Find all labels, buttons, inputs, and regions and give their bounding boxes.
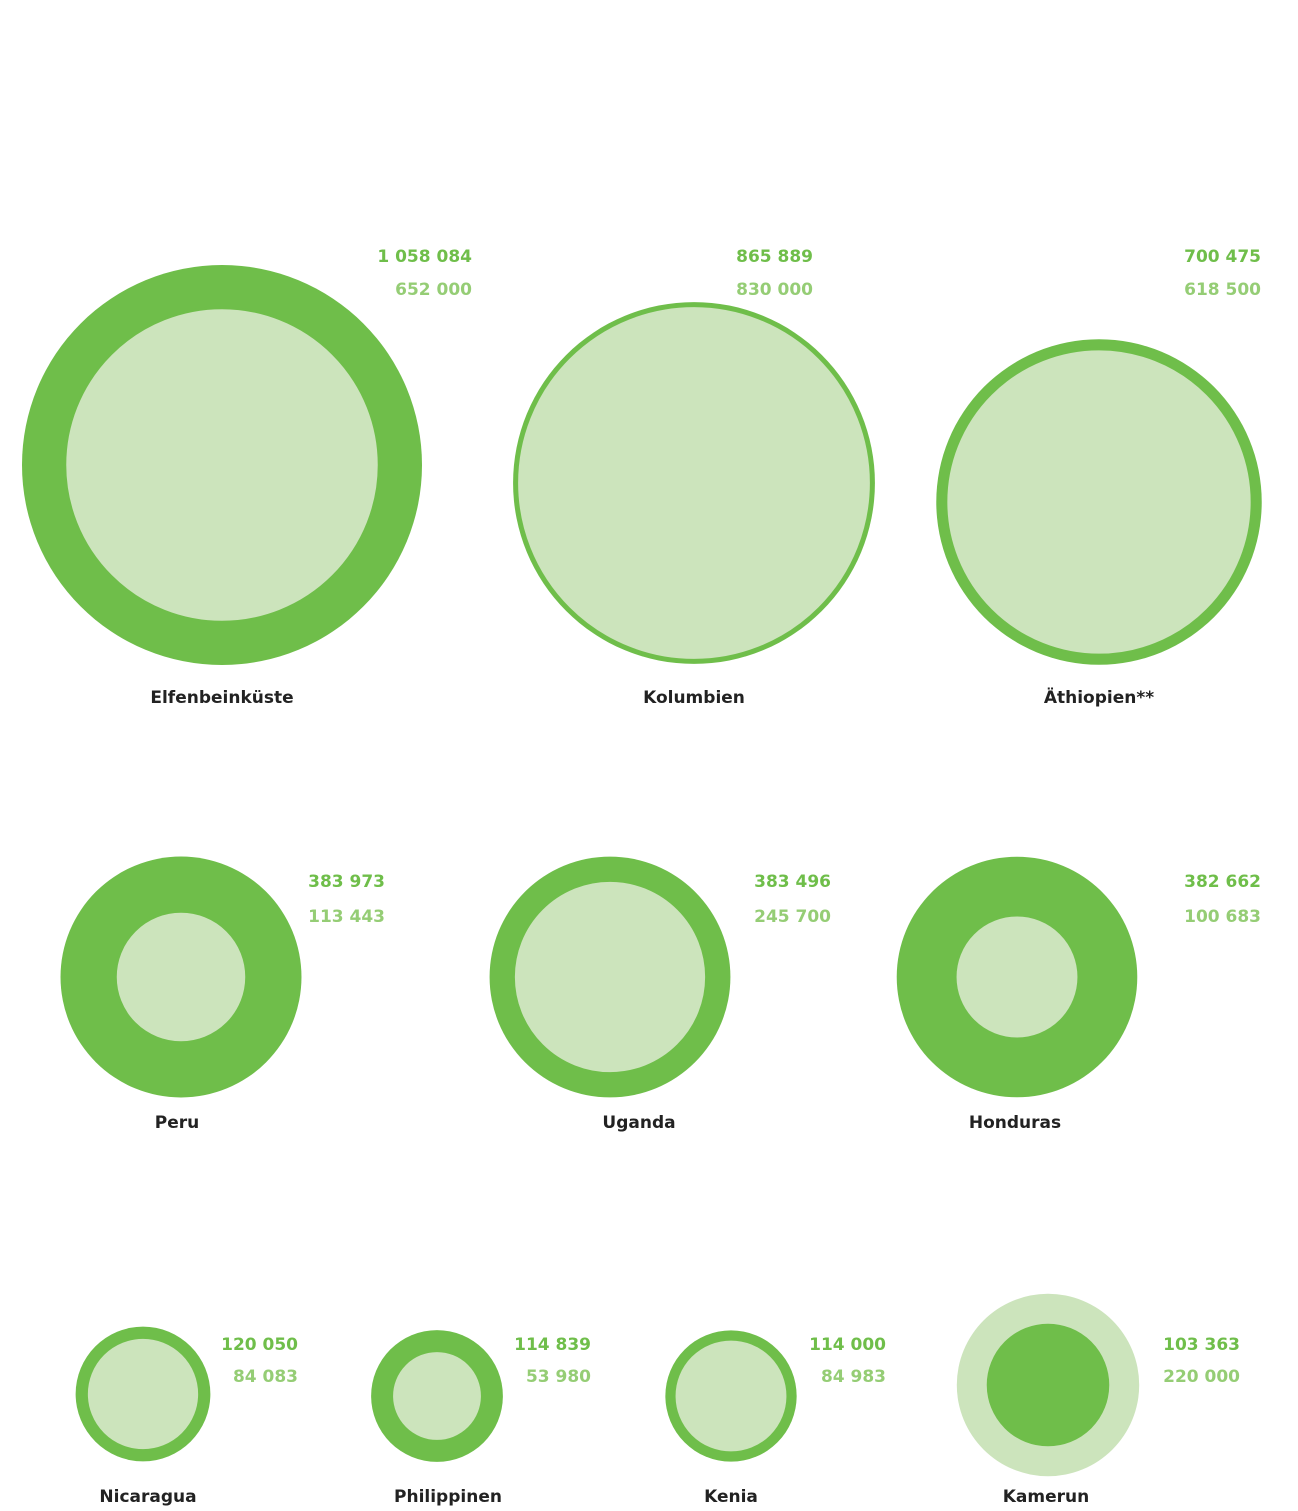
category-label: Kolumbien bbox=[643, 688, 745, 708]
category-label: Elfenbeinküste bbox=[150, 688, 293, 708]
value-label: 382 662 bbox=[1184, 872, 1261, 892]
category-label: Kamerun bbox=[1003, 1487, 1089, 1507]
bubble bbox=[63, 306, 381, 624]
value-label: 100 683 bbox=[1184, 907, 1261, 927]
value-label: 830 000 bbox=[736, 280, 813, 300]
value-label: 383 973 bbox=[308, 872, 385, 892]
bubble bbox=[954, 914, 1080, 1040]
bubble bbox=[984, 1321, 1112, 1449]
category-label: Nicaragua bbox=[99, 1487, 196, 1507]
bubble bbox=[114, 910, 248, 1044]
value-label: 618 500 bbox=[1184, 280, 1261, 300]
bubble bbox=[85, 1336, 201, 1452]
value-label: 103 363 bbox=[1163, 1335, 1240, 1355]
value-label: 84 083 bbox=[233, 1367, 298, 1387]
category-label: Äthiopien** bbox=[1044, 686, 1154, 708]
value-label: 700 475 bbox=[1184, 247, 1261, 267]
value-label: 383 496 bbox=[754, 872, 831, 892]
value-label: 1 058 084 bbox=[377, 247, 472, 267]
value-label: 220 000 bbox=[1163, 1367, 1240, 1387]
value-label: 114 839 bbox=[514, 1335, 591, 1355]
bubble bbox=[390, 1349, 484, 1443]
value-label: 53 980 bbox=[526, 1367, 591, 1387]
bubble bbox=[944, 347, 1254, 657]
value-label: 245 700 bbox=[754, 907, 831, 927]
category-label: Kenia bbox=[704, 1487, 758, 1507]
category-label: Philippinen bbox=[394, 1487, 502, 1507]
category-label: Honduras bbox=[969, 1113, 1061, 1133]
value-label: 114 000 bbox=[809, 1335, 886, 1355]
value-label: 865 889 bbox=[736, 247, 813, 267]
category-label: Uganda bbox=[602, 1113, 675, 1133]
value-label: 113 443 bbox=[308, 907, 385, 927]
bubble bbox=[515, 304, 873, 662]
category-label: Peru bbox=[155, 1113, 199, 1133]
value-label: 652 000 bbox=[395, 280, 472, 300]
bubble bbox=[512, 879, 708, 1075]
value-label: 84 983 bbox=[821, 1367, 886, 1387]
value-label: 120 050 bbox=[221, 1335, 298, 1355]
bubble bbox=[673, 1338, 789, 1454]
